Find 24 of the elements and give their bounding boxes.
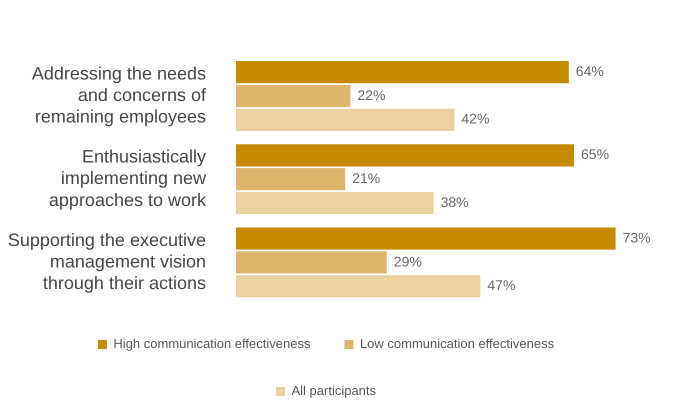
data-label: 65% (581, 146, 610, 162)
y-tick-label: Addressing the needs and concerns of remaining employees (32, 63, 207, 127)
bar (236, 168, 346, 190)
data-label: 42% (461, 110, 490, 127)
data-label: 21% (352, 170, 380, 186)
legend-label: All participants (291, 383, 377, 398)
data-label: 29% (394, 253, 422, 270)
bar (236, 275, 480, 298)
data-label: 64% (576, 63, 604, 80)
legend-label: High communication effectiveness (113, 336, 311, 352)
legend-label: Low communication effectiveness (360, 336, 555, 352)
bar (236, 61, 569, 84)
bar (236, 84, 350, 108)
y-tick-label: Enthusiastically implementing new approaches to work (48, 146, 207, 210)
y-tick-label: Supporting the executive management vision through their actions (8, 230, 206, 293)
bar (236, 144, 574, 166)
bar (236, 227, 616, 250)
data-label: 47% (487, 277, 516, 294)
data-label: 38% (440, 194, 469, 210)
bar (236, 108, 454, 131)
bar (236, 192, 434, 214)
data-label: 73% (622, 229, 651, 246)
data-label: 22% (357, 86, 386, 103)
bar (236, 251, 387, 274)
